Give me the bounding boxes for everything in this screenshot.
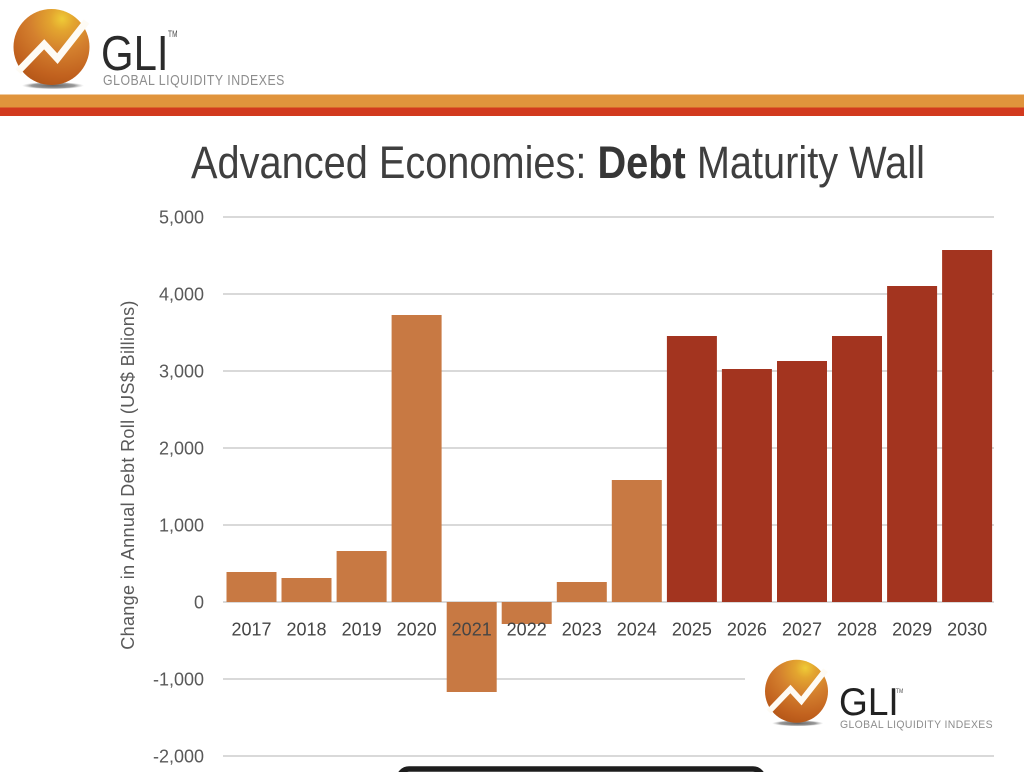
svg-text:2027: 2027 — [782, 620, 822, 640]
svg-text:2028: 2028 — [837, 620, 877, 640]
svg-text:0: 0 — [194, 593, 204, 613]
svg-text:2017: 2017 — [231, 620, 271, 640]
svg-text:2026: 2026 — [727, 620, 767, 640]
svg-text:2023: 2023 — [562, 620, 602, 640]
svg-text:3,000: 3,000 — [159, 362, 204, 382]
svg-text:2030: 2030 — [947, 620, 987, 640]
svg-text:4,000: 4,000 — [159, 285, 204, 305]
svg-text:2024: 2024 — [617, 620, 657, 640]
svg-text:2018: 2018 — [286, 620, 326, 640]
svg-text:2025: 2025 — [672, 620, 712, 640]
svg-text:2,000: 2,000 — [159, 439, 204, 459]
svg-text:-1,000: -1,000 — [153, 670, 204, 690]
svg-text:1,000: 1,000 — [159, 516, 204, 536]
svg-text:Change in Annual Debt Roll (US: Change in Annual Debt Roll (US$ Billions… — [118, 300, 138, 650]
svg-text:2020: 2020 — [397, 620, 437, 640]
svg-text:2019: 2019 — [342, 620, 382, 640]
svg-text:-2,000: -2,000 — [153, 747, 204, 767]
svg-text:5,000: 5,000 — [159, 208, 204, 228]
svg-text:2029: 2029 — [892, 620, 932, 640]
svg-text:2022: 2022 — [507, 620, 547, 640]
svg-text:2021: 2021 — [452, 620, 492, 640]
